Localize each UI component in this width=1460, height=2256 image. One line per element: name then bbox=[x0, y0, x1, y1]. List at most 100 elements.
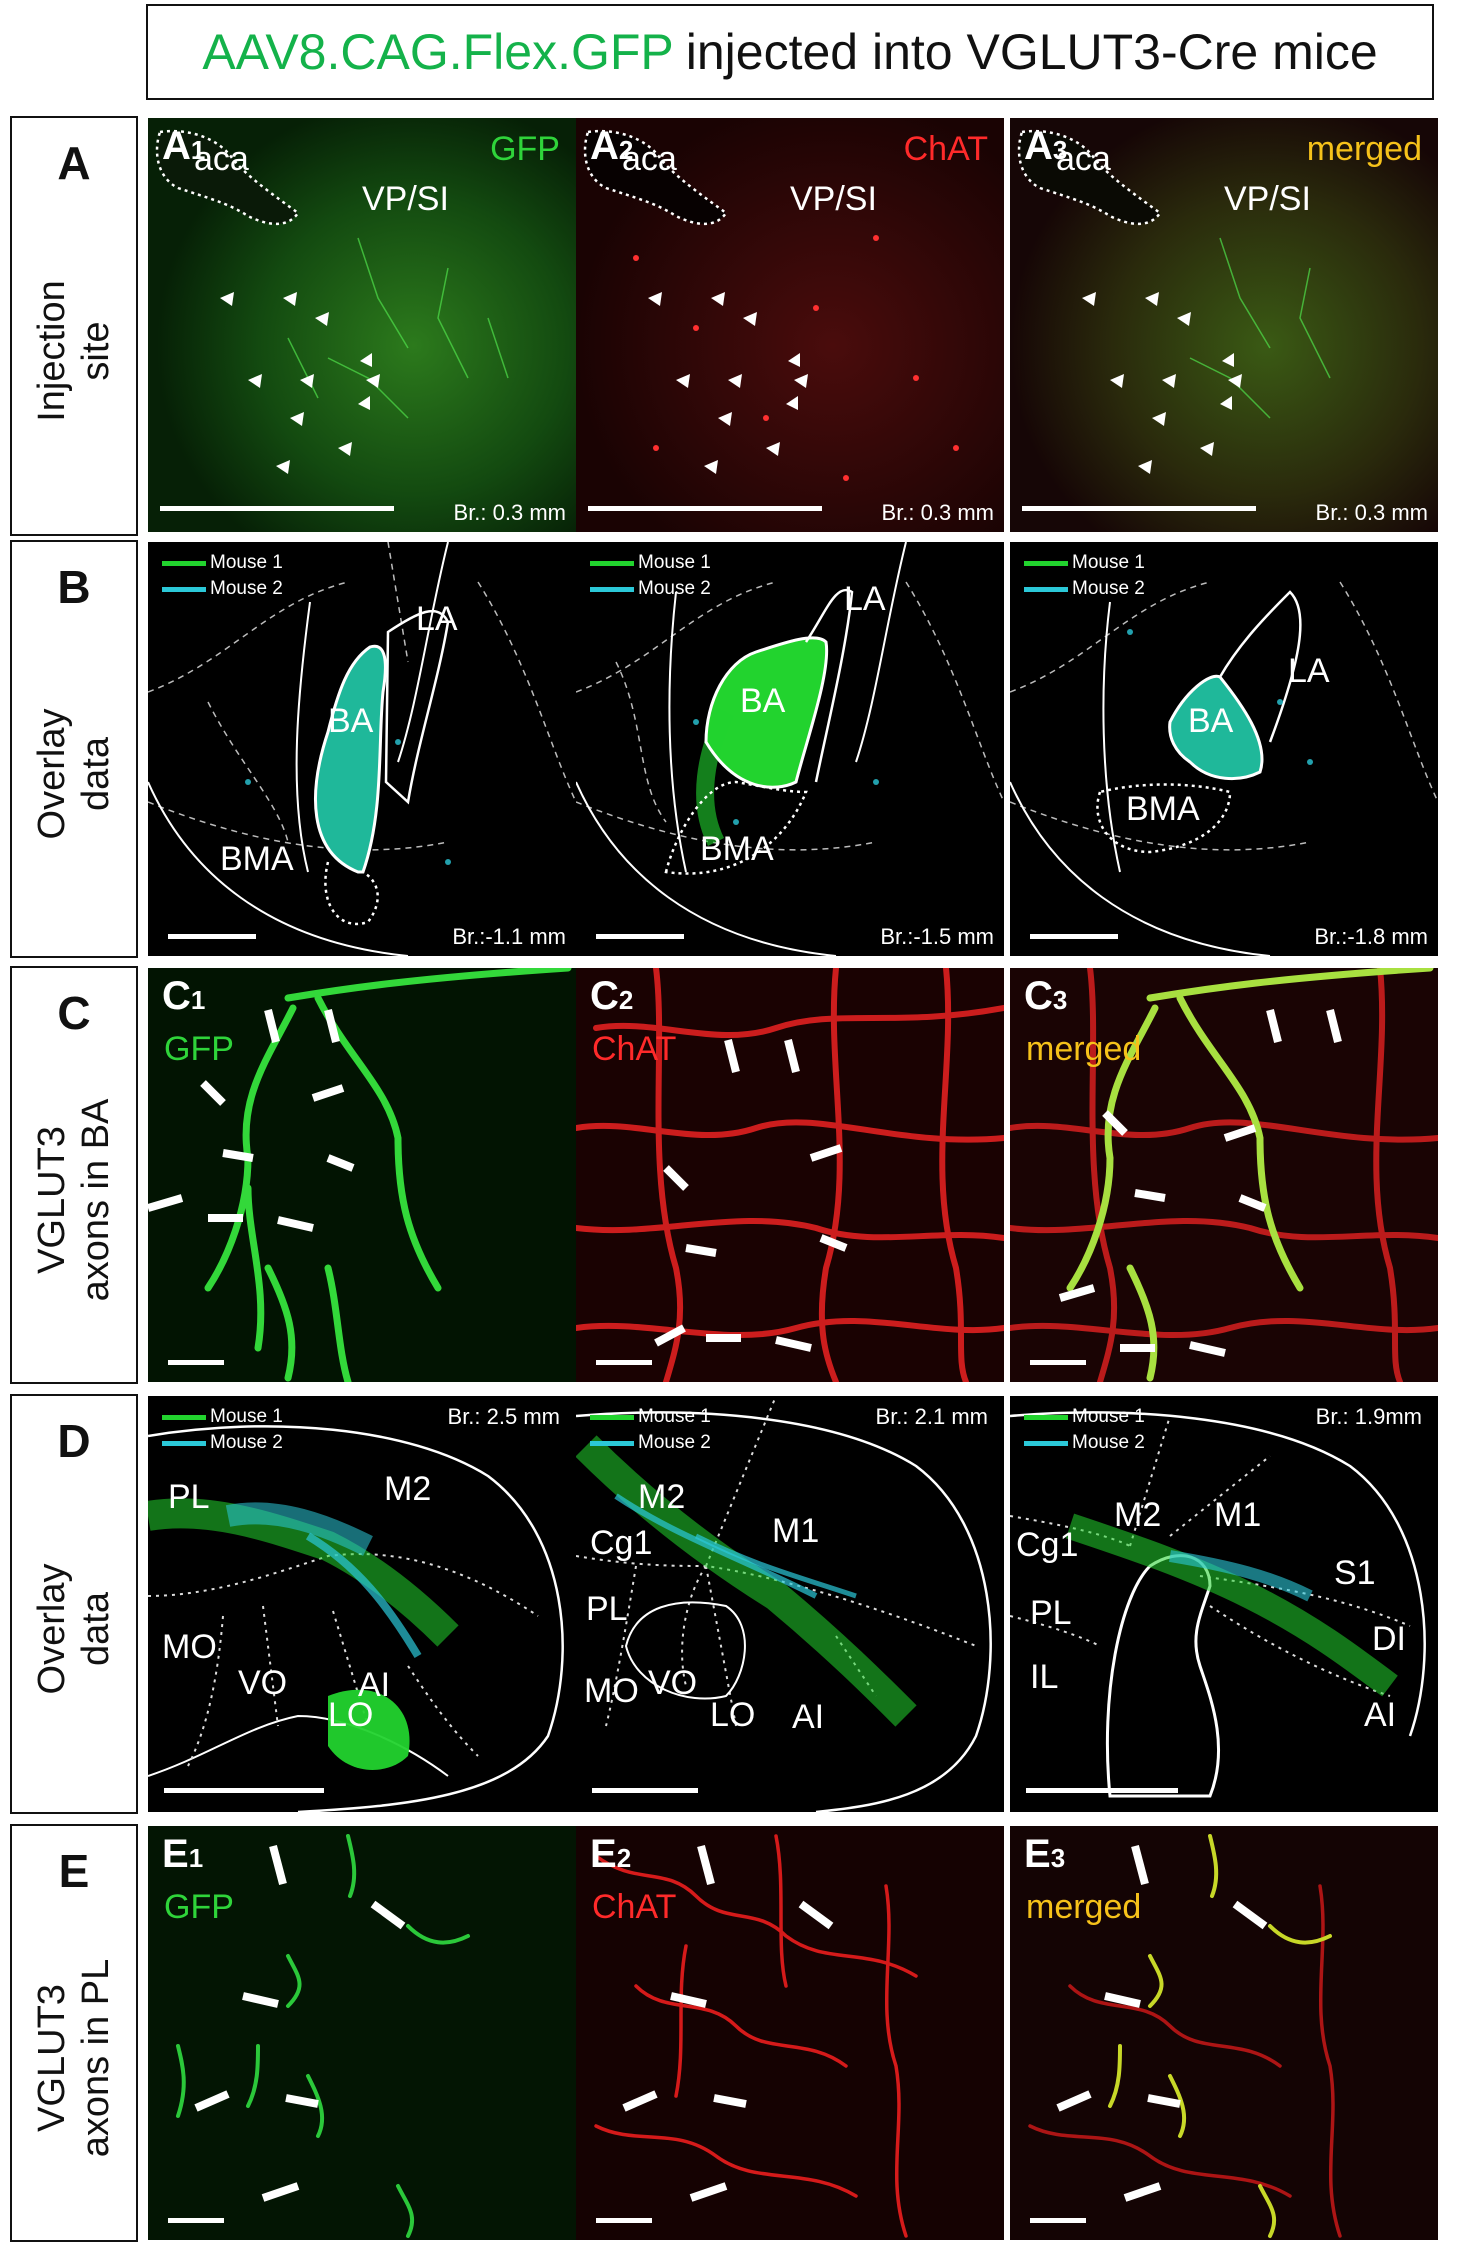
region-label-la: LA bbox=[844, 580, 886, 618]
atlas-overlay bbox=[1010, 1396, 1438, 1812]
micrograph-merged bbox=[1010, 968, 1438, 1382]
scale-bar bbox=[168, 1360, 224, 1365]
atlas-overlay bbox=[148, 542, 576, 956]
legend-item-mouse-1: Mouse 1 bbox=[590, 1404, 711, 1430]
legend-item-mouse-1: Mouse 1 bbox=[162, 1404, 283, 1430]
panel-d1: Mouse 1 Mouse 2 Br.: 2.5 mm PL M2 MO VO … bbox=[148, 1396, 576, 1812]
panel-label: A2 bbox=[590, 124, 634, 168]
legend-item-mouse-2: Mouse 2 bbox=[1024, 576, 1145, 602]
row-label-c: C VGLUT3 axons in BA bbox=[10, 966, 138, 1384]
region-label-s1: S1 bbox=[1334, 1554, 1376, 1592]
panel-d2: Mouse 1 Mouse 2 Br.: 2.1 mm M2 M1 Cg1 PL… bbox=[576, 1396, 1004, 1812]
row-label-e: E VGLUT3 axons in PL bbox=[10, 1824, 138, 2242]
row-desc-line1: VGLUT3 bbox=[31, 1983, 73, 2132]
row-letter: E bbox=[58, 1845, 90, 1897]
title-description: injected into VGLUT3-Cre mice bbox=[685, 24, 1378, 80]
row-label-d: D Overlay data bbox=[10, 1394, 138, 1814]
region-label-aca: aca bbox=[622, 140, 677, 178]
region-label-m1: M1 bbox=[772, 1512, 820, 1550]
panel-a3: A3 merged aca VP/SI Br.: 0.3 mm bbox=[1010, 118, 1438, 532]
legend: Mouse 1 Mouse 2 bbox=[1024, 550, 1145, 602]
panel-a1: A1 GFP aca VP/SI Br.: 0.3 mm bbox=[148, 118, 576, 532]
legend: Mouse 1 Mouse 2 bbox=[162, 1404, 283, 1456]
scale-bar bbox=[1030, 934, 1118, 939]
region-label-bma: BMA bbox=[220, 840, 294, 878]
micrograph-chat bbox=[576, 968, 1004, 1382]
region-label-di: DI bbox=[1372, 1620, 1406, 1658]
region-label-mo: MO bbox=[162, 1628, 217, 1666]
bregma-label: Br.: 0.3 mm bbox=[1315, 500, 1428, 525]
atlas-overlay bbox=[148, 1396, 576, 1812]
bregma-label: Br.:-1.1 mm bbox=[452, 924, 566, 949]
title-virus: AAV8.CAG.Flex.GFP bbox=[202, 24, 674, 80]
panel-e3: E3 merged bbox=[1010, 1826, 1438, 2240]
region-label-vo: VO bbox=[238, 1664, 288, 1702]
row-desc-line1: Overlay bbox=[31, 1563, 73, 1695]
panel-b1: Mouse 1 Mouse 2 LA BA BMA Br.:-1.1 mm bbox=[148, 542, 576, 956]
legend-item-mouse-1: Mouse 1 bbox=[162, 550, 283, 576]
row-description: VGLUT3 axons in PL bbox=[30, 1959, 118, 2158]
row-description: Injection site bbox=[30, 280, 118, 422]
bregma-label: Br.:-1.5 mm bbox=[880, 924, 994, 949]
bregma-label: Br.: 0.3 mm bbox=[881, 500, 994, 525]
micrograph-merged bbox=[1010, 118, 1438, 532]
region-label-ba: BA bbox=[1188, 702, 1234, 740]
row-desc-line2: site bbox=[75, 321, 117, 381]
region-label-ai: AI bbox=[358, 1666, 391, 1704]
micrograph-gfp bbox=[148, 1826, 576, 2240]
scale-bar bbox=[596, 934, 684, 939]
channel-label: ChAT bbox=[592, 1030, 677, 1068]
region-label-m1: M1 bbox=[1214, 1496, 1262, 1534]
panel-label: E2 bbox=[590, 1832, 632, 1876]
channel-label: GFP bbox=[490, 130, 560, 168]
atlas-overlay bbox=[576, 542, 1004, 956]
region-label-mo: MO bbox=[584, 1672, 639, 1710]
scale-bar bbox=[1026, 1788, 1178, 1793]
region-label-m2: M2 bbox=[638, 1478, 686, 1516]
panel-d3: Mouse 1 Mouse 2 Br.: 1.9mm M2 M1 Cg1 S1 … bbox=[1010, 1396, 1438, 1812]
region-label-lo: LO bbox=[710, 1696, 756, 1734]
scale-bar bbox=[1030, 2218, 1086, 2223]
panel-c2: C2 ChAT bbox=[576, 968, 1004, 1382]
region-label-aca: aca bbox=[194, 140, 249, 178]
bregma-label: Br.: 0.3 mm bbox=[453, 500, 566, 525]
scale-bar bbox=[160, 506, 394, 511]
micrograph-gfp bbox=[148, 968, 576, 1382]
region-label-vo: VO bbox=[648, 1664, 698, 1702]
region-label-il: IL bbox=[1030, 1658, 1059, 1696]
region-label-bma: BMA bbox=[1126, 790, 1200, 828]
legend: Mouse 1 Mouse 2 bbox=[590, 550, 711, 602]
bregma-label: Br.:-1.8 mm bbox=[1314, 924, 1428, 949]
region-label-vp-si: VP/SI bbox=[362, 180, 449, 218]
row-letter: A bbox=[57, 137, 91, 189]
row-desc-line1: Injection bbox=[31, 280, 73, 422]
row-letter: B bbox=[57, 561, 91, 613]
arrow-markers bbox=[622, 1844, 834, 2202]
legend-item-mouse-2: Mouse 2 bbox=[162, 576, 283, 602]
row-letter: D bbox=[57, 1415, 91, 1467]
channel-label: merged bbox=[1306, 130, 1422, 168]
arrowhead-markers bbox=[220, 292, 380, 474]
arrow-markers bbox=[148, 1009, 355, 1232]
legend-item-mouse-1: Mouse 1 bbox=[590, 550, 711, 576]
micrograph-merged bbox=[1010, 1826, 1438, 2240]
row-description: VGLUT3 axons in BA bbox=[30, 1098, 118, 1301]
row-desc-line2: axons in BA bbox=[75, 1098, 117, 1302]
panel-e1: E1 GFP bbox=[148, 1826, 576, 2240]
row-desc-line2: data bbox=[75, 1591, 117, 1666]
region-label-cg1: Cg1 bbox=[1016, 1526, 1079, 1564]
arrow-markers bbox=[194, 1844, 406, 2202]
row-letter: C bbox=[57, 987, 91, 1039]
micrograph-chat bbox=[576, 1826, 1004, 2240]
legend-item-mouse-2: Mouse 2 bbox=[590, 576, 711, 602]
region-label-pl: PL bbox=[168, 1478, 210, 1516]
legend-item-mouse-2: Mouse 2 bbox=[590, 1430, 711, 1456]
atlas-overlay bbox=[1010, 542, 1438, 956]
panel-a2: A2 ChAT aca VP/SI Br.: 0.3 mm bbox=[576, 118, 1004, 532]
panel-label: E1 bbox=[162, 1832, 204, 1876]
region-label-pl: PL bbox=[586, 1590, 628, 1628]
arrow-markers bbox=[654, 1039, 848, 1352]
bregma-label: Br.: 2.5 mm bbox=[447, 1404, 560, 1429]
figure-title: AAV8.CAG.Flex.GFP injected into VGLUT3-C… bbox=[146, 4, 1434, 100]
region-label-lo: LO bbox=[328, 1696, 374, 1734]
